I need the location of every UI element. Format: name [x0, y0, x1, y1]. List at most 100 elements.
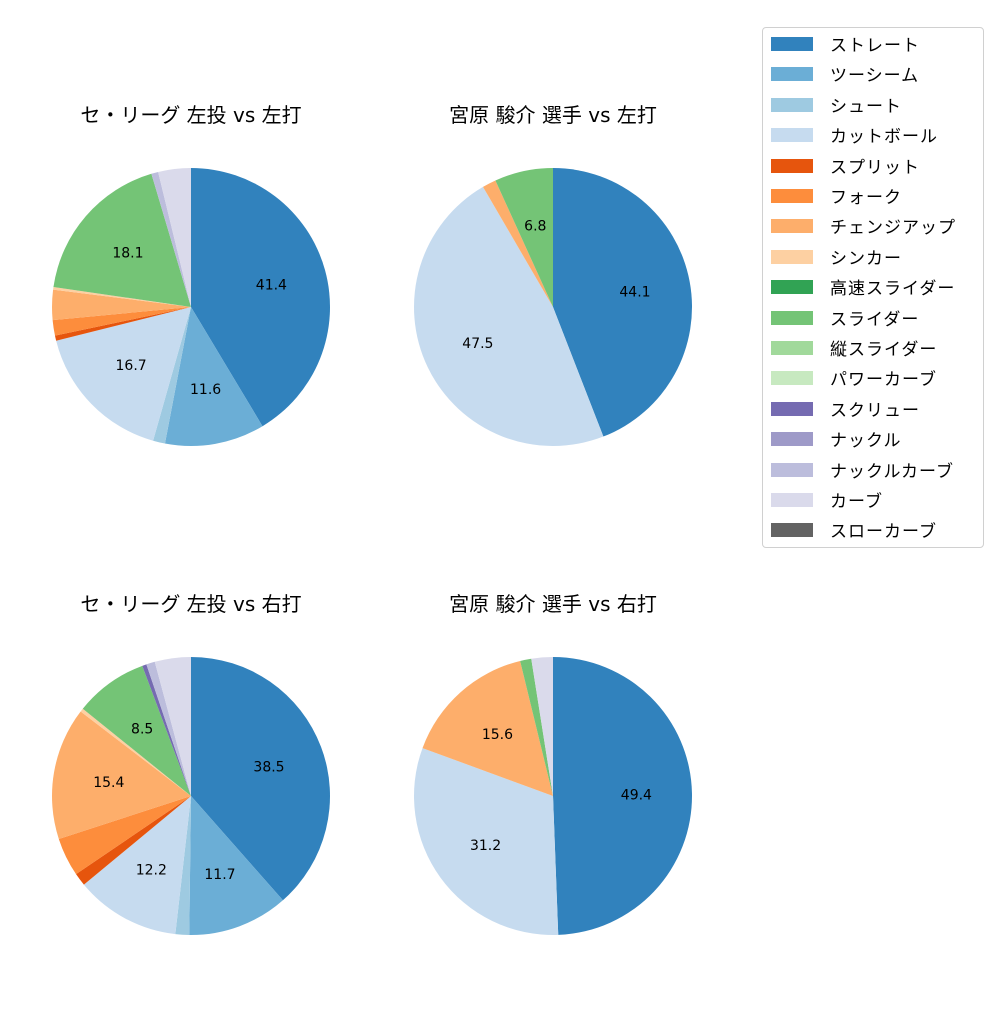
legend-swatch — [771, 341, 813, 355]
pie-slice — [151, 171, 191, 307]
legend-swatch — [771, 128, 813, 143]
pie-slice — [83, 796, 191, 935]
legend-swatch — [771, 432, 813, 447]
pie-slice — [80, 708, 191, 796]
slice-percent-label: 31.2 — [470, 838, 501, 854]
legend-label: カーブ — [830, 492, 883, 512]
pie-slice — [520, 658, 553, 796]
pie-slice — [413, 186, 604, 447]
legend-swatch — [771, 189, 813, 203]
legend-item: フォーク — [763, 180, 983, 210]
legend-item: シュート — [763, 89, 983, 119]
slice-percent-label: 6.8 — [524, 218, 546, 234]
slice-percent-label: 11.6 — [190, 382, 221, 398]
pie-slice — [482, 180, 553, 307]
legend-label: シュート — [830, 96, 902, 117]
slice-percent-label: 49.4 — [621, 787, 652, 803]
pie-slice — [146, 661, 191, 796]
legend-swatch — [771, 310, 813, 325]
legend-label: スプリット — [830, 157, 920, 178]
legend-label: スクリュー — [830, 400, 920, 421]
chart-title: セ・リーグ 左投 vs 右打 — [80, 592, 302, 616]
legend-label: ツーシーム — [830, 66, 920, 87]
pie-slice — [52, 307, 192, 336]
legend-item: スプリット — [763, 150, 983, 180]
legend-swatch — [771, 249, 813, 264]
pie-slice — [191, 168, 331, 427]
pie-slice — [422, 660, 553, 796]
pie-slice — [142, 664, 191, 796]
pie-slice — [189, 796, 283, 935]
pie-slice — [82, 665, 191, 796]
legend-swatch — [771, 523, 813, 538]
pie-slice — [531, 657, 553, 796]
legend-item: 高速スライダー — [763, 271, 983, 301]
legend-swatch — [771, 280, 813, 295]
pie-slice — [54, 307, 192, 341]
legend: ストレート ツーシーム シュート カットボール スプリット フォーク チェンジア… — [762, 27, 984, 548]
legend-label: ストレート — [830, 36, 920, 56]
pie-slice — [153, 307, 191, 444]
pie-chart: 41.4 11.6 16.7 18.1 — [52, 168, 331, 446]
pie-slice — [53, 173, 192, 307]
legend-swatch — [771, 493, 813, 507]
legend-item: シンカー — [763, 241, 983, 271]
legend-label: 高速スライダー — [830, 279, 956, 300]
slice-percent-label: 15.4 — [93, 775, 124, 791]
pie-slice — [414, 748, 559, 935]
chart-title: 宮原 駿介 選手 vs 左打 — [449, 103, 657, 127]
legend-item: スローカーブ — [763, 514, 983, 544]
legend-label: カットボール — [830, 127, 938, 148]
slice-percent-label: 38.5 — [253, 760, 284, 776]
chart-title: セ・リーグ 左投 vs 左打 — [80, 103, 302, 127]
slice-percent-label: 16.7 — [116, 358, 147, 374]
legend-item: スクリュー — [763, 393, 983, 423]
legend-label: ナックルカーブ — [830, 461, 954, 482]
legend-swatch — [771, 401, 813, 416]
pie-slice — [52, 289, 192, 321]
pie-slice — [51, 711, 191, 839]
legend-item: ストレート — [763, 28, 983, 58]
legend-label: スライダー — [830, 309, 920, 330]
legend-item: ツーシーム — [763, 58, 983, 88]
pie-slice — [553, 168, 693, 437]
legend-label: シンカー — [830, 248, 902, 269]
pie-slice — [175, 796, 191, 935]
slice-percent-label: 18.1 — [112, 245, 143, 261]
legend-swatch — [771, 371, 813, 386]
slice-percent-label: 41.4 — [256, 278, 287, 294]
pie-slice — [158, 168, 191, 307]
legend-swatch — [771, 67, 813, 82]
legend-label: ナックル — [830, 431, 902, 452]
pie-chart: 49.4 31.2 15.6 — [414, 657, 693, 935]
legend-item: チェンジアップ — [763, 210, 983, 240]
slice-percent-label: 44.1 — [619, 285, 650, 301]
legend-label: スローカーブ — [830, 522, 937, 543]
pie-panel-bottom-left: セ・リーグ 左投 vs 右打 38.5 11.7 12.2 15.4 8.5 — [21, 589, 361, 1009]
pie-panel-top-left: セ・リーグ 左投 vs 左打 41.4 11.6 16.7 18.1 — [21, 100, 361, 520]
pie-chart: 38.5 11.7 12.2 15.4 8.5 — [51, 657, 330, 935]
slice-percent-label: 11.7 — [204, 867, 235, 883]
legend-label: チェンジアップ — [830, 218, 956, 239]
legend-label: パワーカーブ — [830, 370, 937, 391]
legend-item: ナックルカーブ — [763, 454, 983, 484]
legend-item: カットボール — [763, 119, 983, 149]
pie-panel-bottom-right: 宮原 駿介 選手 vs 右打 49.4 31.2 15.6 — [383, 589, 723, 1009]
legend-swatch — [771, 219, 813, 234]
pie-slice — [495, 168, 553, 307]
pie-slice — [191, 657, 330, 901]
legend-item: スライダー — [763, 302, 983, 332]
legend-swatch — [771, 97, 813, 112]
pie-slice — [154, 657, 191, 796]
pie-chart: 44.1 47.5 6.8 — [413, 168, 693, 447]
legend-label: フォーク — [830, 188, 902, 208]
legend-swatch — [771, 158, 813, 173]
pie-panel-top-right: 宮原 駿介 選手 vs 左打 44.1 47.5 6.8 — [383, 100, 723, 520]
legend-swatch — [771, 37, 813, 51]
slice-percent-label: 8.5 — [131, 721, 153, 737]
slice-percent-label: 12.2 — [136, 862, 167, 878]
chart-title: 宮原 駿介 選手 vs 右打 — [449, 592, 657, 616]
slice-percent-label: 15.6 — [482, 727, 513, 743]
pie-slice — [58, 796, 191, 875]
legend-item: パワーカーブ — [763, 362, 983, 392]
